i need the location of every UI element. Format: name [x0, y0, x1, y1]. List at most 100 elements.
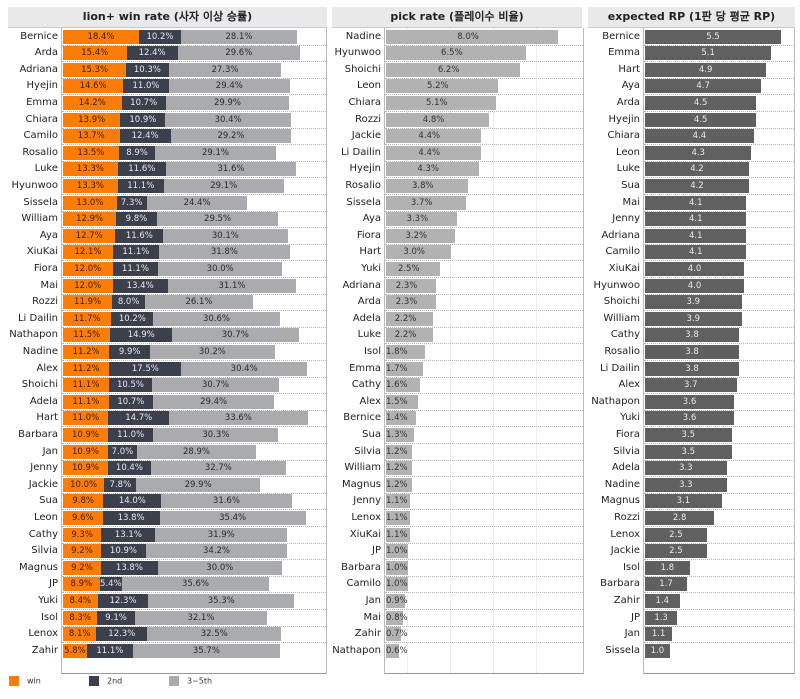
bar-3-5th-nathapon: [171, 328, 299, 343]
row-separator: [644, 310, 794, 312]
row-separator: [385, 310, 583, 312]
category-label-jp: JP: [631, 611, 640, 623]
data-label-3-5th-jackie: 29.9%: [184, 479, 212, 490]
data-label-hyunwoo: 4.0: [687, 280, 702, 291]
category-label-lenox: Lenox: [28, 628, 58, 640]
gridline-x: [535, 28, 537, 673]
category-label-alex: Alex: [618, 379, 640, 391]
bar-rosalio: [386, 178, 468, 193]
data-label-emma: 1.7%: [386, 363, 408, 374]
data-label-yuki: 2.5%: [397, 263, 420, 274]
category-label-aya: Aya: [621, 80, 640, 92]
bar-2nd-magnus: [100, 560, 158, 575]
data-label-3-5th-li-dailin: 30.6%: [203, 313, 231, 324]
row-separator: [385, 160, 583, 162]
row-separator: [644, 293, 794, 295]
row-separator: [62, 542, 326, 544]
data-label-2nd-hart: 14.7%: [125, 413, 153, 424]
category-label-zahir: Zahir: [613, 594, 640, 606]
data-label-aya: 3.3%: [406, 214, 429, 225]
data-label-2nd-leon: 13.8%: [117, 512, 145, 523]
bar-win-luke: [63, 162, 118, 177]
row-separator: [644, 592, 794, 594]
bar-nathapon: [645, 394, 735, 409]
bar-lenox: [645, 527, 707, 542]
bar-jp: [645, 610, 678, 625]
data-label-emma: 5.1: [701, 48, 715, 59]
category-label-jp: JP: [372, 545, 381, 557]
bar-2nd-nathapon: [110, 328, 172, 343]
bar-3-5th-camilo: [170, 129, 292, 144]
bar-2nd-hyunwoo: [117, 178, 164, 193]
category-label-hart: Hart: [36, 412, 58, 424]
data-label-2nd-silvia: 10.9%: [109, 546, 137, 557]
bar-3-5th-jackie: [136, 477, 260, 492]
data-label-sua: 1.3%: [386, 429, 408, 440]
data-label-arda: 4.5: [693, 97, 708, 108]
row-separator: [62, 260, 326, 262]
bar-win-isol: [63, 610, 98, 625]
row-separator: [385, 409, 583, 411]
category-label-jackie: Jackie: [610, 545, 640, 557]
data-label-3-5th-sua: 31.6%: [212, 496, 240, 507]
category-label-mai: Mai: [622, 196, 640, 208]
data-label-win-arda: 15.4%: [81, 48, 109, 59]
bar-hyejin: [645, 112, 757, 127]
bar-hyunwoo: [645, 278, 744, 293]
bar-jan: [645, 627, 673, 642]
bar-win-mai: [63, 278, 113, 293]
row-separator: [385, 459, 583, 461]
category-label-arda: Arda: [616, 96, 640, 108]
bar-2nd-sua: [103, 494, 162, 509]
row-separator: [62, 127, 326, 129]
row-separator: [62, 310, 326, 312]
data-label-arda: 2.3%: [395, 297, 418, 308]
bar-win-magnus: [63, 560, 101, 575]
row-separator: [62, 559, 326, 561]
bar-nadine: [386, 29, 559, 44]
row-separator: [385, 343, 583, 345]
bar-3-5th-chiara: [165, 112, 291, 127]
row-separator: [385, 592, 583, 594]
row-separator: [62, 277, 326, 278]
data-label-win-fiora: 12.0%: [74, 263, 102, 274]
category-label-zahir: Zahir: [31, 644, 58, 656]
bar-li-dailin: [386, 145, 481, 160]
bar-camilo: [645, 245, 747, 260]
gridline-x: [449, 28, 451, 673]
row-separator: [62, 177, 326, 179]
category-label-sissela: Sissela: [605, 644, 640, 656]
category-label-li-dailin: Li Dailin: [340, 146, 381, 158]
data-label-2nd-rosalio: 8.9%: [126, 147, 148, 158]
data-label-zahir: 0.7%: [386, 629, 408, 640]
bar-win-hyunwoo: [63, 178, 118, 193]
row-separator: [62, 243, 326, 245]
category-label-hart: Hart: [359, 246, 381, 258]
bar-jenny: [645, 212, 747, 227]
category-label-nathapon: Nathapon: [9, 329, 58, 341]
bar-win-adriana: [63, 62, 127, 77]
data-label-mai: 0.8%: [386, 612, 408, 623]
bar-2nd-jan: [107, 444, 137, 459]
category-label-luke: Luke: [34, 163, 58, 175]
data-label-jackie: 2.5: [669, 546, 683, 557]
data-label-2nd-zahir: 11.1%: [96, 645, 124, 656]
data-label-3-5th-camilo: 29.2%: [217, 131, 245, 142]
category-label-jackie: Jackie: [351, 130, 381, 142]
category-label-alex: Alex: [359, 395, 381, 407]
data-label-zahir: 1.4: [655, 595, 670, 606]
bar-3-5th-rozzi: [145, 295, 253, 310]
category-label-hyunwoo: Hyunwoo: [593, 279, 640, 291]
bar-2nd-leon: [102, 510, 160, 525]
data-label-win-emma: 14.2%: [78, 97, 106, 108]
row-separator: [385, 144, 583, 146]
category-label-rozzi: Rozzi: [355, 113, 381, 125]
category-label-hyunwoo: Hyunwoo: [334, 47, 381, 59]
row-separator: [644, 326, 794, 328]
data-label-li-dailin: 3.8: [685, 363, 699, 374]
data-label-isol: 1.8%: [386, 346, 408, 357]
category-label-rozzi: Rozzi: [614, 511, 640, 523]
category-label-rozzi: Rozzi: [32, 296, 58, 308]
row-separator: [644, 376, 794, 378]
bar-3-5th-nadine: [150, 344, 275, 359]
